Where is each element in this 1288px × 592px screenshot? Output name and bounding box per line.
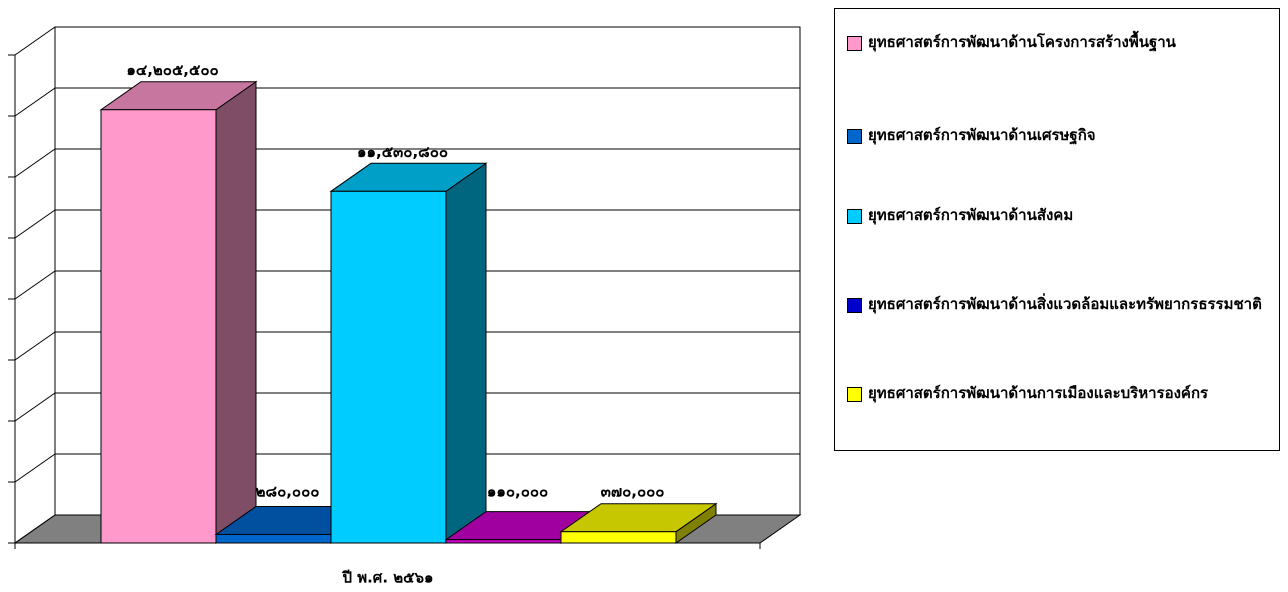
side-grid-line [14,87,56,117]
bar [100,109,217,544]
legend-swatch [847,209,862,224]
side-grid-line [14,209,56,239]
legend-item: ยุทธศาสตร์การพัฒนาด้านเศรษฐกิจ [847,117,1272,154]
data-label: ๑๑,๕๓๐,๘๐๐ [357,143,448,161]
data-label: ๑๔,๒๐๕,๕๐๐ [126,61,218,79]
bar-side [215,80,257,544]
data-label: ๒๘๐,๐๐๐ [256,483,320,501]
legend-item: ยุทธศาสตร์การพัฒนาด้านสังคม [847,197,1272,234]
legend-label: ยุทธศาสตร์การพัฒนาด้านสังคม [868,206,1074,224]
bar [215,533,332,544]
legend-swatch [847,36,862,51]
side-grid-line [14,148,56,178]
legend-item: ยุทธศาสตร์การพัฒนาด้านโครงการสร้างพื้นฐา… [847,24,1272,61]
bar [560,531,677,544]
bar-side [445,162,487,544]
side-grid-line [14,331,56,361]
side-grid-line [14,392,56,422]
legend-label: ยุทธศาสตร์การพัฒนาด้านโครงการสร้างพื้นฐา… [868,33,1176,51]
side-grid-line [14,26,56,56]
data-label: ๓๗๐,๐๐๐ [601,483,665,501]
legend: ยุทธศาสตร์การพัฒนาด้านโครงการสร้างพื้นฐา… [834,8,1280,451]
legend-item: ยุทธศาสตร์การพัฒนาด้านการเมืองและบริหารอ… [847,375,1272,412]
side-grid-line [14,453,56,483]
legend-swatch [847,387,862,402]
side-grid-line [14,514,56,544]
legend-label: ยุทธศาสตร์การพัฒนาด้านสิ่งแวดล้อมและทรัพ… [868,295,1262,313]
legend-label: ยุทธศาสตร์การพัฒนาด้านเศรษฐกิจ [868,126,1096,144]
legend-swatch [847,129,862,144]
side-grid-line [14,270,56,300]
bar [330,190,447,544]
legend-item: ยุทธศาสตร์การพัฒนาด้านสิ่งแวดล้อมและทรัพ… [847,286,1272,323]
x-category-label: ปี พ.ศ. ๒๕๖๑ [342,569,434,587]
bar [445,539,562,544]
legend-label: ยุทธศาสตร์การพัฒนาด้านการเมืองและบริหารอ… [868,384,1209,402]
legend-swatch [847,298,862,313]
data-label: ๑๑๐,๐๐๐ [487,483,548,501]
